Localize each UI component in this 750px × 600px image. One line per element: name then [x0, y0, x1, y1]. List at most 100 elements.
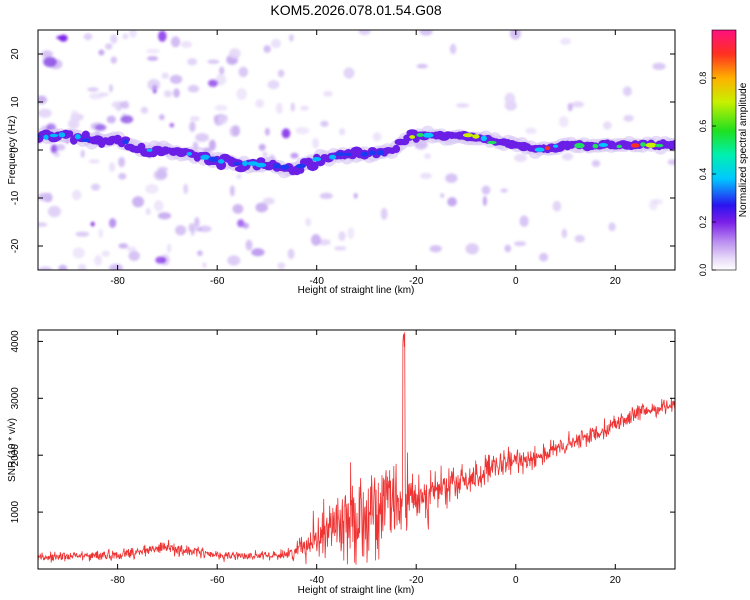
- noise-blob: [347, 227, 355, 240]
- noise-blob: [652, 62, 666, 70]
- ridge-core: [670, 140, 675, 150]
- spectrogram-x-ticks: -80 -60 -40 -20 0 20: [110, 30, 621, 287]
- ridge-peak: [186, 152, 192, 156]
- noise-blob: [187, 58, 198, 66]
- noise-blob: [122, 100, 130, 109]
- x-tick-label: -40: [309, 276, 324, 287]
- noise-blob: [98, 49, 105, 56]
- x-tick-label: -20: [409, 575, 424, 586]
- noise-blob: [70, 110, 78, 116]
- noise-blob: [323, 90, 333, 97]
- colorbar-label: Normalized spectral amplitude: [738, 82, 749, 217]
- noise-blob: [208, 139, 216, 151]
- noise-blob: [262, 197, 275, 205]
- noise-blob: [416, 63, 428, 69]
- noise-blob: [455, 103, 470, 108]
- noise-blob: [175, 225, 187, 236]
- noise-blob: [118, 173, 127, 180]
- colorbar-frame: [711, 29, 737, 271]
- noise-blob: [187, 84, 200, 93]
- noise-blob: [94, 255, 103, 266]
- noise-blob: [561, 152, 574, 161]
- noise-blob: [146, 48, 160, 54]
- noise-blob: [161, 72, 169, 79]
- noise-blob: [129, 30, 137, 38]
- x-tick-label: -60: [210, 276, 225, 287]
- noise-blob: [236, 88, 247, 100]
- noise-blob: [158, 30, 167, 42]
- noise-blob: [98, 228, 104, 239]
- ridge-peak: [654, 143, 664, 148]
- noise-blob: [169, 123, 174, 128]
- noise-blob: [338, 128, 346, 136]
- noise-blob: [447, 197, 457, 207]
- noise-blob: [514, 241, 527, 247]
- noise-blob: [126, 246, 137, 252]
- noise-blob: [623, 114, 634, 122]
- noise-blob: [189, 116, 200, 122]
- ridge-core: [297, 166, 305, 174]
- ridge-peak: [409, 135, 416, 139]
- noise-blob: [277, 69, 285, 78]
- snr-x-label: Height of straight line (km): [298, 585, 415, 596]
- noise-blob: [264, 127, 270, 136]
- spectrogram-ridge: [38, 125, 675, 179]
- noise-blob: [504, 92, 516, 105]
- noise-blob: [227, 255, 241, 266]
- spectrogram-y-ticks: 20 10 0 -10 -20: [10, 48, 675, 253]
- noise-blob: [108, 162, 116, 172]
- noise-blob: [195, 227, 203, 232]
- ridge-peak: [38, 134, 41, 138]
- noise-blob: [58, 264, 68, 270]
- noise-blob: [147, 56, 159, 61]
- noise-blob: [525, 127, 537, 134]
- x-tick-label: -80: [110, 575, 125, 586]
- noise-blob: [157, 212, 172, 220]
- ridge-peak: [217, 159, 225, 164]
- ridge-peak: [200, 154, 210, 160]
- ridge-peak: [312, 157, 322, 162]
- noise-blob: [87, 87, 99, 92]
- spectrogram-noise: [38, 30, 675, 270]
- ridge-peak: [645, 142, 657, 148]
- colorbar-tick-label: 0.2: [698, 216, 708, 229]
- ridge-peak: [43, 134, 49, 140]
- noise-blob: [571, 101, 585, 108]
- noise-blob: [41, 50, 53, 58]
- noise-blob: [109, 263, 123, 270]
- noise-blob: [449, 43, 457, 55]
- noise-blob: [552, 200, 562, 212]
- noise-blob: [106, 115, 116, 124]
- ridge-peak: [487, 140, 497, 145]
- noise-blob: [197, 250, 203, 256]
- y-tick-label: 4000: [10, 330, 21, 353]
- noise-blob: [275, 102, 283, 114]
- noise-blob: [75, 231, 90, 237]
- noise-blob: [53, 151, 60, 157]
- noise-blob: [219, 66, 225, 75]
- ridge-peak: [295, 163, 306, 169]
- ridge-peak: [344, 152, 353, 157]
- snr-y-label: SNR (10 * v/v): [7, 418, 18, 482]
- y-tick-label: 0: [10, 147, 21, 153]
- colorbar: 0.0 0.2 0.4 0.6 0.8 Normalized spectral ampl…: [698, 29, 749, 276]
- noise-blob: [295, 126, 310, 135]
- noise-blob: [56, 143, 66, 151]
- ridge-peak: [233, 162, 242, 166]
- ridge-peak: [329, 154, 337, 160]
- noise-blob: [236, 173, 242, 180]
- colorbar-tick-label: 0.6: [698, 120, 708, 133]
- noise-blob: [652, 198, 663, 205]
- noise-blob: [300, 105, 309, 111]
- ridge-band: [38, 125, 675, 179]
- noise-blob: [465, 243, 479, 255]
- noise-blob: [289, 34, 294, 42]
- spectrogram-panel: -80 -60 -40 -20 0 20 20 10 0 -10 -20 Height of st…: [7, 29, 676, 296]
- ridge-peak: [630, 143, 640, 148]
- ridge-core: [66, 130, 74, 138]
- noise-blob: [180, 40, 193, 49]
- noise-blob: [277, 262, 286, 270]
- noise-blob: [169, 74, 183, 84]
- ridge-peak: [368, 150, 377, 156]
- snr-series-line: [38, 332, 675, 565]
